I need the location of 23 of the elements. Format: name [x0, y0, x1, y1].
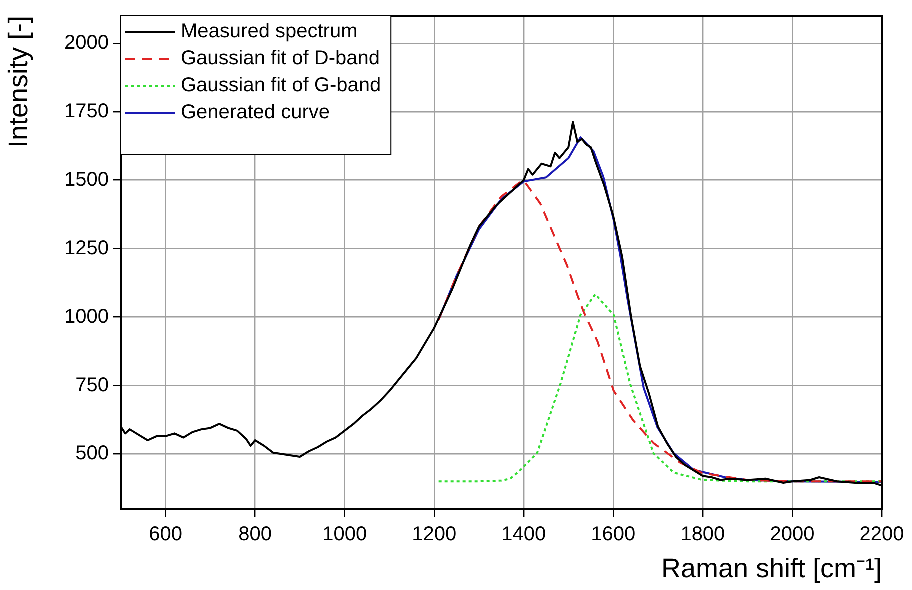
- legend-label: Measured spectrum: [181, 20, 358, 43]
- y-tick-label: 500: [76, 442, 109, 465]
- legend-label: Generated curve: [181, 102, 330, 124]
- line-series: [438, 294, 882, 483]
- x-tick-label: 1000: [322, 524, 368, 546]
- y-tick-label: 750: [76, 374, 109, 396]
- x-tick-label: 800: [238, 524, 272, 546]
- y-tick-label: 1000: [64, 306, 109, 328]
- y-tick-label: 1500: [64, 168, 109, 191]
- x-tick-label: 2200: [860, 524, 904, 546]
- x-tick-label: 600: [149, 524, 182, 546]
- y-tick-label: 1250: [64, 237, 109, 260]
- legend-label: Gaussian fit of G-band: [181, 74, 382, 97]
- x-tick-label: 1400: [502, 524, 546, 546]
- y-axis-title: Intensity [-]: [4, 16, 34, 148]
- legend-label: Gaussian fit of D-band: [181, 48, 380, 70]
- y-tick-label: 1750: [64, 100, 109, 122]
- y-tick-label: 2000: [64, 32, 109, 54]
- x-tick-label: 1600: [591, 524, 636, 546]
- x-axis-title: Raman shift [cm⁻¹]: [661, 553, 882, 584]
- x-tick-label: 1800: [680, 524, 726, 546]
- x-tick-label: 1200: [412, 524, 457, 546]
- x-tick-label: 2000: [770, 524, 815, 546]
